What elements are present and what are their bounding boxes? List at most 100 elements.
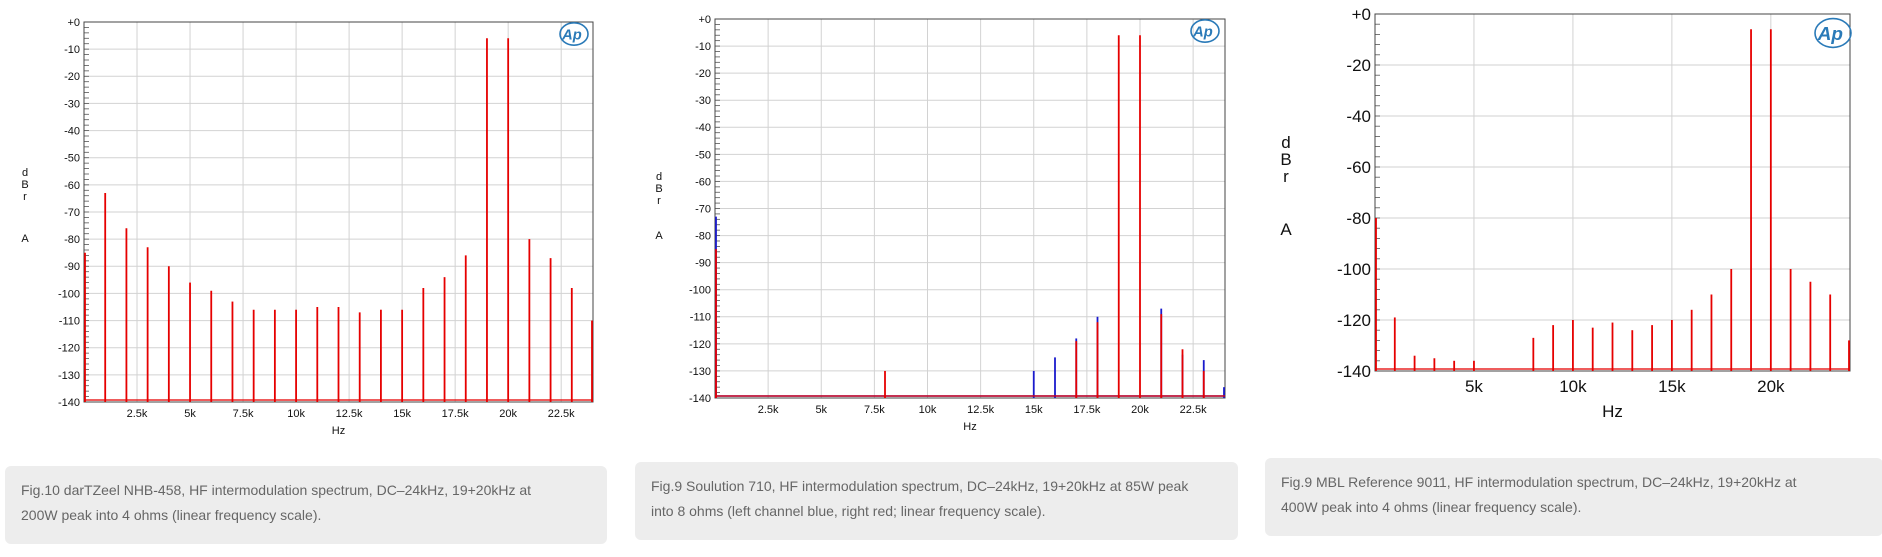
x-tick-label: 10k xyxy=(1559,377,1587,396)
y-tick-label: -140 xyxy=(58,397,80,409)
y-tick-label: -70 xyxy=(695,203,711,215)
series xyxy=(84,38,593,402)
x-tick-label: 10k xyxy=(919,404,937,416)
figure-caption-2: Fig.9 Soulution 710, HF intermodulation … xyxy=(635,462,1238,540)
y-tick-label: -20 xyxy=(1346,56,1371,75)
y-tick-label: -140 xyxy=(689,393,711,405)
caption-line: 200W peak into 4 ohms (linear frequency … xyxy=(21,507,322,523)
y-axis-label: d xyxy=(1281,133,1290,152)
y-tick-label: -90 xyxy=(695,258,711,270)
y-tick-label: -60 xyxy=(1346,158,1371,177)
y-tick-label: -40 xyxy=(64,126,80,138)
y-tick-label: -30 xyxy=(64,98,80,110)
y-axis-label: A xyxy=(655,230,663,242)
ap-logo: Ap xyxy=(1814,17,1852,49)
ap-logo: Ap xyxy=(1190,18,1220,43)
x-tick-label: 20k xyxy=(1757,377,1785,396)
chart-panel-1: +0 -10 -20 -30 -40 -50 -60 -70 -80 -90 -100 -110 -12… xyxy=(0,0,620,557)
x-tick-label: 20k xyxy=(499,408,517,420)
y-tick-label: -10 xyxy=(64,44,80,56)
y-tick-label: -70 xyxy=(64,207,80,219)
y-tick-label: -130 xyxy=(689,366,711,378)
x-tick-label: 10k xyxy=(287,408,305,420)
caption-line: Fig.10 darTZeel NHB-458, HF intermodulat… xyxy=(21,482,532,498)
y-tick-label: +0 xyxy=(67,17,80,29)
y-tick-label: -110 xyxy=(690,312,711,324)
x-tick-label: 22.5k xyxy=(1180,404,1207,416)
y-axis-label: A xyxy=(1280,220,1292,239)
y-axis-label: B xyxy=(655,183,662,195)
y-tick-label: -20 xyxy=(64,71,80,83)
y-axis-label: r xyxy=(1283,167,1289,186)
x-axis-label: Hz xyxy=(963,421,976,433)
y-tick-label: -40 xyxy=(1346,107,1371,126)
caption-line: 400W peak into 4 ohms (linear frequency … xyxy=(1281,499,1582,515)
chart-2: +0 -10 -20 -30 -40 -50 -60 -70 -80 -90 -100 -110 -12… xyxy=(655,14,1226,433)
x-tick-label: 15k xyxy=(393,408,411,420)
y-tick-label: -10 xyxy=(695,41,711,53)
x-tick-label: 7.5k xyxy=(233,408,254,420)
x-tick-label: 2.5k xyxy=(758,404,779,416)
y-tick-label: -100 xyxy=(689,285,711,297)
x-tick-label: 12.5k xyxy=(967,404,994,416)
chart-panel-3: +0 -20 -40 -60 -80 -100 -120 -140 5k 10k 15k 20k Hz d… xyxy=(1260,0,1882,557)
x-tick-label: 2.5k xyxy=(127,408,148,420)
ap-logo-ring xyxy=(1814,17,1852,49)
x-tick-label: 7.5k xyxy=(864,404,885,416)
y-tick-label: -60 xyxy=(695,176,711,188)
y-tick-label: -80 xyxy=(1346,209,1371,228)
y-tick-label: -80 xyxy=(695,231,711,243)
y-tick-label: -140 xyxy=(1337,362,1371,381)
y-tick-label: -100 xyxy=(1337,260,1371,279)
chart-3: +0 -20 -40 -60 -80 -100 -120 -140 5k 10k 15k 20k Hz d… xyxy=(1280,5,1852,421)
plot-frame xyxy=(714,18,1226,399)
y-tick-label: -130 xyxy=(58,370,80,382)
grid xyxy=(1375,13,1850,372)
ap-logo-text: Ap xyxy=(1192,24,1213,40)
x-tick-label: 12.5k xyxy=(336,408,363,420)
ap-logo: Ap xyxy=(559,21,589,46)
series xyxy=(715,35,1225,398)
chart-1: +0 -10 -20 -30 -40 -50 -60 -70 -80 -90 -100 -110 -12… xyxy=(21,17,594,437)
y-tick-label: -30 xyxy=(695,95,711,107)
y-axis-label: B xyxy=(1280,150,1291,169)
ap-logo-ring xyxy=(559,21,589,46)
y-tick-label: -80 xyxy=(64,234,80,246)
y-tick-label: -40 xyxy=(695,122,711,134)
x-tick-label: 5k xyxy=(1465,377,1483,396)
x-tick-label: 15k xyxy=(1658,377,1686,396)
y-tick-label: -20 xyxy=(695,68,711,80)
x-tick-label: 22.5k xyxy=(548,408,575,420)
y-axis-label: r xyxy=(657,195,661,207)
plot-frame xyxy=(1374,13,1851,372)
y-tick-label: -50 xyxy=(695,149,711,161)
y-tick-label: -120 xyxy=(689,339,711,351)
ap-logo-text: Ap xyxy=(1817,24,1843,45)
y-axis-label: d xyxy=(22,167,28,179)
series xyxy=(1375,29,1850,371)
x-axis-label: Hz xyxy=(332,425,345,437)
x-tick-label: 5k xyxy=(815,404,827,416)
y-axis-label: A xyxy=(21,233,29,245)
ap-logo-text: Ap xyxy=(561,27,582,43)
x-tick-label: 17.5k xyxy=(442,408,469,420)
ap-logo-ring xyxy=(1190,18,1220,43)
grid xyxy=(715,18,1225,399)
x-axis-label: Hz xyxy=(1602,402,1623,421)
y-axis-label: r xyxy=(23,191,27,203)
y-tick-label: -120 xyxy=(1337,311,1371,330)
x-tick-label: 17.5k xyxy=(1073,404,1100,416)
y-axis-label: d xyxy=(656,171,662,183)
figure-caption-3: Fig.9 MBL Reference 9011, HF intermodula… xyxy=(1265,458,1882,536)
y-tick-label: -100 xyxy=(58,288,80,300)
x-tick-label: 15k xyxy=(1025,404,1043,416)
y-tick-label: +0 xyxy=(698,14,711,26)
y-tick-label: -60 xyxy=(64,180,80,192)
y-tick-label: +0 xyxy=(1352,5,1371,24)
caption-line: Fig.9 Soulution 710, HF intermodulation … xyxy=(651,478,1189,494)
y-tick-label: -90 xyxy=(64,261,80,273)
x-tick-label: 20k xyxy=(1131,404,1149,416)
y-tick-label: -110 xyxy=(59,316,80,328)
y-tick-label: -120 xyxy=(58,343,80,355)
caption-line: into 8 ohms (left channel blue, right re… xyxy=(651,503,1046,519)
